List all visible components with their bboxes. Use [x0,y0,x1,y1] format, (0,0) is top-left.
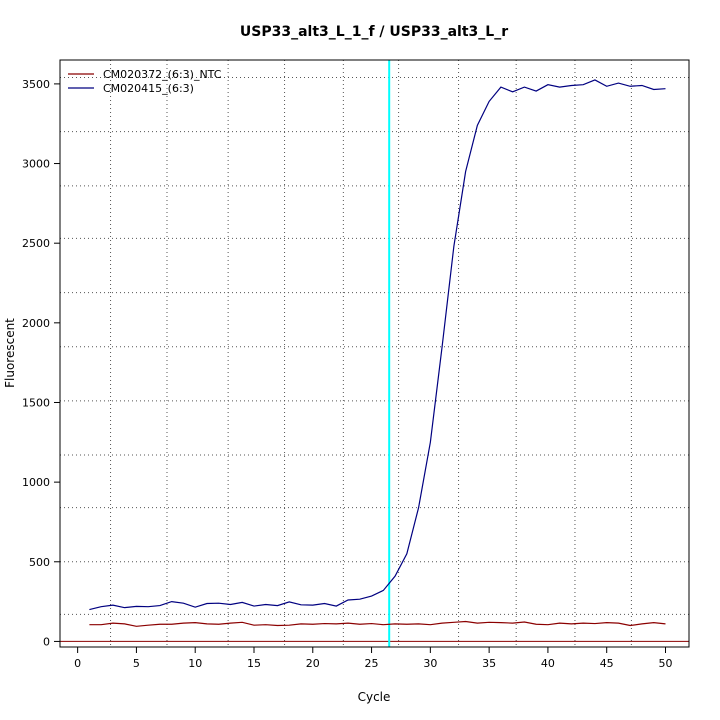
chart-title: USP33_alt3_L_1_f / USP33_alt3_L_r [240,24,508,40]
y-tick-label-7: 3500 [22,78,50,91]
series-line-0 [89,620,666,627]
x-tick-label-0: 0 [74,657,81,670]
x-tick-label-7: 35 [482,657,496,670]
plot-frame [59,59,690,648]
x-tick-label-1: 5 [133,657,140,670]
y-tick-label-3: 1500 [22,396,50,409]
x-tick-label-8: 40 [541,657,555,670]
x-tick-label-2: 10 [188,657,202,670]
x-tick-label-4: 20 [306,657,320,670]
series-line-1 [89,79,666,611]
y-tick-label-0: 0 [43,635,50,648]
y-tick-label-1: 500 [29,556,50,569]
x-tick-label-9: 45 [600,657,614,670]
y-axis: 0 500 1000 1500 2000 2500 3000 3500 [22,78,61,648]
y-tick-label-6: 3000 [22,158,50,171]
x-axis: 0 5 10 15 20 25 30 35 40 45 50 [74,646,672,670]
x-tick-label-10: 50 [658,657,672,670]
y-axis-label: Fluorescent [3,318,17,388]
x-tick-label-5: 25 [365,657,379,670]
x-tick-label-6: 30 [423,657,437,670]
y-tick-label-2: 1000 [22,476,50,489]
series-layer [60,60,689,647]
x-axis-label: Cycle [358,690,391,704]
y-tick-label-4: 2000 [22,317,50,330]
legend-label-1: CM020415_(6:3) [103,82,194,95]
grid [60,60,689,647]
y-tick-label-5: 2500 [22,237,50,250]
legend-label-0: CM020372_(6:3)_NTC [103,68,222,81]
x-tick-label-3: 15 [247,657,261,670]
